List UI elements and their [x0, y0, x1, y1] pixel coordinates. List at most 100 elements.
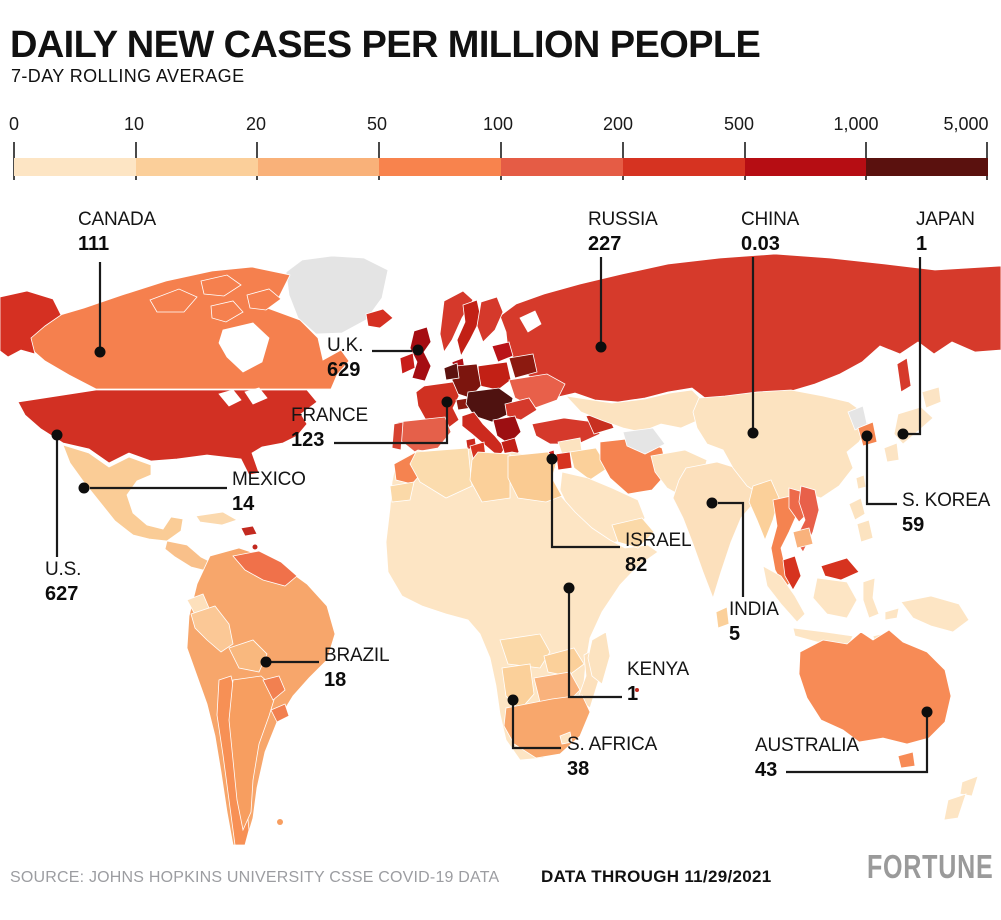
legend-tick-label: 200	[602, 114, 634, 134]
legend-tick-label: 5,000	[943, 114, 989, 134]
region-central-europe	[465, 387, 514, 423]
legend-segment	[622, 158, 745, 176]
country-label: KENYA	[627, 659, 690, 680]
country-value: 111	[78, 232, 110, 255]
legend-tick-label: 0	[8, 114, 20, 134]
country-peru	[190, 605, 234, 653]
legend-segment	[135, 158, 258, 176]
country-label: FRANCE	[291, 405, 368, 426]
annotation-mexico: MEXICO 14	[232, 469, 306, 515]
page-subtitle: 7-DAY ROLLING AVERAGE	[11, 66, 245, 86]
legend-segment	[866, 158, 988, 176]
country-label: AUSTRALIA	[755, 735, 859, 756]
annotation-japan: JAPAN 1	[916, 209, 975, 255]
country-turkey	[531, 417, 601, 445]
country-label: JAPAN	[916, 209, 975, 230]
country-philippines	[848, 497, 866, 521]
country-iceland	[365, 308, 394, 329]
country-value: 5	[729, 622, 741, 645]
country-malaysia	[782, 555, 802, 591]
legend-segment	[14, 158, 136, 176]
country-portugal	[391, 421, 404, 451]
country-indonesia	[762, 565, 806, 623]
country-value: 1	[916, 232, 928, 255]
annotation-us: U.S. 627	[45, 559, 82, 605]
country-value: 43	[755, 758, 778, 781]
country-algeria	[409, 447, 473, 499]
annotation-brazil: BRAZIL 18	[324, 645, 390, 691]
region-sakhalin	[896, 357, 912, 393]
legend-segment	[379, 158, 501, 176]
country-label: RUSSIA	[588, 209, 658, 230]
legend-tick-label: 1,000	[833, 114, 879, 134]
country-ethiopia	[611, 517, 655, 549]
annotation-china: CHINA 0.03	[741, 209, 799, 255]
annotation-australia: AUSTRALIA 43	[755, 735, 859, 781]
country-label: CANADA	[78, 209, 156, 230]
country-kazakhstan	[564, 389, 703, 433]
country-china	[692, 389, 870, 503]
legend-tick-label: 10	[123, 114, 145, 134]
country-madagascar	[587, 631, 611, 685]
country-poland	[477, 361, 512, 391]
legend-tick-label: 100	[482, 114, 514, 134]
data-through-note: DATA THROUGH 11/29/2021	[541, 867, 772, 886]
source-credit: SOURCE: JOHNS HOPKINS UNIVERSITY CSSE CO…	[10, 869, 500, 886]
country-angola	[499, 633, 551, 669]
country-mexico	[62, 444, 184, 542]
country-value: 0.03	[741, 232, 780, 255]
country-us	[17, 389, 318, 476]
leader-dots	[51, 341, 933, 718]
country-label: ISRAEL	[625, 530, 692, 551]
legend-color-bar	[14, 158, 988, 176]
country-spain	[397, 416, 452, 453]
country-value: 82	[625, 553, 648, 576]
country-libya	[469, 451, 511, 503]
country-label: U.S.	[45, 559, 82, 580]
country-label: MEXICO	[232, 469, 306, 490]
landmasses	[0, 253, 1001, 846]
country-value: 627	[45, 582, 79, 605]
legend-segment	[744, 158, 867, 176]
country-value: 18	[324, 668, 347, 691]
country-france	[415, 381, 460, 430]
country-myanmar	[748, 479, 780, 542]
country-iraq	[569, 447, 609, 481]
country-value: 227	[588, 232, 622, 255]
annotation-russia: RUSSIA 227	[588, 209, 658, 255]
country-belarus	[508, 353, 538, 379]
country-ireland	[399, 352, 416, 375]
annotation-kenya: KENYA 1	[627, 659, 690, 705]
country-cuba	[195, 511, 238, 526]
country-sweden	[456, 299, 482, 358]
country-value: 123	[291, 428, 325, 451]
legend-tick-label: 20	[245, 114, 267, 134]
country-turkmenistan	[622, 427, 666, 455]
country-new-zealand	[959, 775, 979, 797]
country-label: U.K.	[327, 335, 364, 356]
country-value: 1	[627, 682, 639, 705]
fortune-logo: FORTUNE	[866, 848, 993, 885]
annotation-israel: ISRAEL 82	[625, 530, 692, 576]
country-label: INDIA	[729, 599, 779, 620]
country-value: 38	[567, 757, 590, 780]
page-title: DAILY NEW CASES PER MILLION PEOPLE	[10, 24, 761, 66]
country-value: 629	[327, 358, 361, 381]
annotation-uk: U.K. 629	[327, 335, 364, 381]
country-label: S. KOREA	[902, 490, 991, 511]
country-russia	[499, 253, 1001, 403]
country-value: 59	[902, 513, 925, 536]
annotation-canada: CANADA 111	[78, 209, 156, 255]
country-label: BRAZIL	[324, 645, 390, 666]
country-venezuela	[232, 550, 298, 587]
leader-lines	[55, 257, 929, 774]
annotation-skorea: S. KOREA 59	[902, 490, 991, 536]
country-jordan	[555, 451, 573, 471]
country-value: 14	[232, 492, 255, 515]
country-finland	[476, 296, 504, 343]
country-australia	[798, 629, 952, 745]
legend-segment	[501, 158, 623, 176]
country-greenland	[285, 255, 389, 335]
